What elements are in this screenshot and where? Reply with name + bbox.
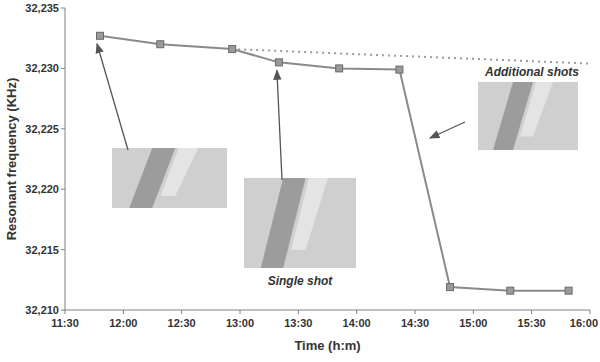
x-tick-label: 14:00 — [343, 317, 371, 329]
y-tick — [61, 68, 65, 69]
plot-area — [97, 32, 591, 294]
inset-single-shot — [244, 178, 356, 268]
x-axis — [65, 310, 590, 311]
inset-beam — [520, 82, 553, 136]
annotation: Single shot — [268, 274, 334, 288]
x-tick — [298, 310, 299, 314]
y-tick — [61, 310, 65, 311]
y-axis — [65, 8, 66, 310]
marker — [396, 66, 403, 73]
x-tick-label: 14:30 — [401, 317, 429, 329]
y-tick — [61, 189, 65, 190]
y-tick-label: 32,225 — [25, 123, 59, 135]
y-tick-label: 32,220 — [25, 183, 59, 195]
x-tick — [356, 310, 357, 314]
x-tick-label: 11:30 — [51, 317, 79, 329]
x-tick-label: 12:30 — [168, 317, 196, 329]
inset-beam — [160, 148, 198, 196]
x-tick — [240, 310, 241, 314]
marker — [157, 41, 164, 48]
x-tick-label: 13:00 — [226, 317, 254, 329]
inset-bg — [244, 178, 356, 268]
x-tick — [531, 310, 532, 314]
x-tick-label: 13:30 — [284, 317, 312, 329]
y-tick — [61, 128, 65, 129]
trend-line — [232, 49, 590, 63]
y-axis-label: Resonant frequency (KHz) — [4, 78, 19, 241]
y-tick-label: 32,230 — [25, 62, 59, 74]
y-tick — [61, 8, 65, 9]
marker — [507, 287, 514, 294]
x-tick — [473, 310, 474, 314]
x-tick — [123, 310, 124, 314]
inset-beam — [291, 178, 328, 250]
inset-bg — [478, 82, 578, 150]
inset-additional-shots — [478, 82, 578, 150]
x-tick-label: 12:00 — [109, 317, 137, 329]
x-tick — [590, 310, 591, 314]
x-axis-label: Time (h:m) — [294, 338, 360, 353]
x-tick — [181, 310, 182, 314]
marker — [336, 65, 343, 72]
arrow — [430, 122, 465, 138]
x-tick — [65, 310, 66, 314]
x-tick-label: 16:00 — [570, 317, 598, 329]
y-tick-label: 32,210 — [25, 304, 59, 316]
marker — [565, 287, 572, 294]
y-tick-label: 32,215 — [25, 244, 59, 256]
chart: 32,210 32,215 32,220 32,225 32,230 32,235 11:3… — [0, 0, 600, 362]
marker — [97, 32, 104, 39]
y-tick-label: 32,235 — [25, 2, 59, 14]
annotation: Additional shots — [484, 65, 579, 79]
inset-bg — [112, 148, 227, 208]
marker — [275, 59, 282, 66]
arrow — [97, 44, 128, 150]
arrow — [277, 70, 282, 180]
x-tick-label: 15:30 — [518, 317, 546, 329]
inset-before — [112, 148, 227, 208]
y-tick — [61, 249, 65, 250]
x-tick-label: 15:00 — [459, 317, 487, 329]
x-tick — [415, 310, 416, 314]
marker — [447, 284, 454, 291]
